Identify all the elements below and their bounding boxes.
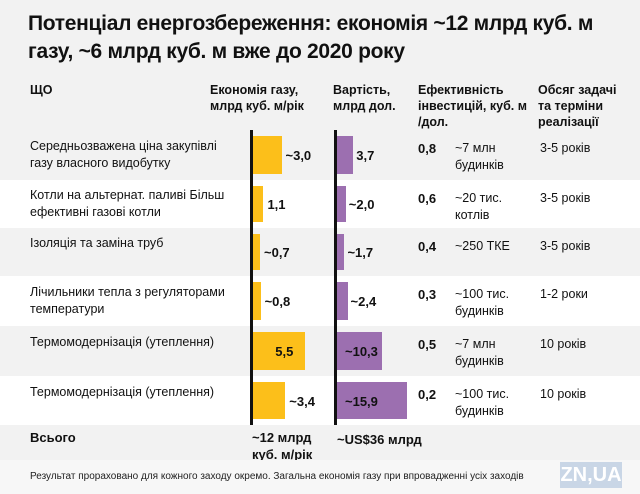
header-gas: Економія газу, млрд куб. м/рік [210, 83, 304, 113]
header-what: ЩО [30, 83, 53, 97]
title-area: Потенціал енергозбереження: економія ~12… [0, 0, 640, 72]
gas-bar [253, 332, 306, 370]
row-what: Котли на альтернат. паливі Більш ефектив… [30, 188, 225, 219]
table-row: Термомодернізація (утеплення) 5,5 ~10,3 … [0, 326, 640, 376]
footnote: Результат прораховано для кожного заходу… [30, 471, 524, 482]
gas-bar [253, 186, 264, 222]
cost-bar [337, 382, 407, 419]
table-row: Термомодернізація (утеплення) ~3,4 ~15,9… [0, 376, 640, 425]
cost-value: ~2,4 [350, 294, 377, 309]
eff-note: ~100 тис. будинків [455, 287, 510, 318]
cost-axis [334, 130, 337, 425]
gas-bar [253, 282, 261, 320]
scope-value: 1-2 роки [540, 287, 588, 301]
eff-value: 0,2 [418, 387, 437, 402]
zn-ua-logo: ZN,UA [560, 462, 622, 488]
scope-value: 10 років [540, 337, 587, 351]
gas-value: ~0,7 [264, 245, 290, 260]
cost-value: ~2,0 [348, 197, 375, 212]
eff-value: 0,8 [418, 141, 437, 156]
cost-bar [337, 332, 383, 370]
cost-value: ~1,7 [347, 245, 374, 260]
table-row: Середньозважена ціна закупівлі газу влас… [0, 130, 640, 180]
header-eff: Ефективність інвестицій, куб. м /дол. [418, 83, 527, 129]
cost-bar [337, 136, 354, 174]
gas-axis [250, 130, 253, 425]
page-title: Потенціал енергозбереження: економія ~12… [28, 12, 594, 63]
row-what: Ізоляція та заміна труб [30, 236, 164, 250]
eff-note: ~7 млн будинків [455, 337, 504, 368]
eff-value: 0,6 [418, 191, 437, 206]
cost-bar [337, 234, 345, 270]
total-label: Всього [30, 430, 76, 445]
gas-value: 5,5 [275, 344, 294, 359]
header-scope: Обсяг задачі та терміни реалізації [538, 83, 617, 129]
eff-note: ~250 ТКЕ [455, 239, 510, 253]
gas-value: 1,1 [267, 197, 286, 212]
row-what: Лічильники тепла з регуляторами температ… [30, 285, 225, 316]
total-cost: ~US$36 млрд [337, 432, 422, 447]
scope-value: 10 років [540, 387, 587, 401]
table-row: Лічильники тепла з регуляторами температ… [0, 276, 640, 326]
gas-value: ~3,4 [289, 393, 315, 409]
gas-bar [253, 234, 260, 270]
row-what: Середньозважена ціна закупівлі газу влас… [30, 139, 217, 170]
scope-value: 3-5 років [540, 141, 591, 155]
table-row: Ізоляція та заміна труб ~0,7 ~1,7 0,4 ~2… [0, 228, 640, 276]
cost-bar [337, 282, 348, 320]
scope-value: 3-5 років [540, 239, 591, 253]
eff-note: ~7 млн будинків [455, 141, 504, 172]
eff-value: 0,4 [418, 239, 437, 254]
scope-value: 3-5 років [540, 191, 591, 205]
eff-note: ~20 тис. котлів [455, 191, 503, 222]
gas-value: ~3,0 [285, 148, 312, 163]
eff-value: 0,3 [418, 287, 437, 302]
cost-value: 3,7 [356, 148, 375, 163]
cost-bar [337, 186, 346, 222]
table-row: Котли на альтернат. паливі Більш ефектив… [0, 180, 640, 228]
header-cost: Вартість, млрд дол. [333, 83, 396, 113]
cost-value: ~10,3 [345, 344, 378, 359]
eff-value: 0,5 [418, 337, 437, 352]
total-gas: ~12 млрд куб. м/рік [252, 430, 313, 462]
row-what: Термомодернізація (утеплення) [30, 384, 215, 399]
total-row: Всього ~12 млрд куб. м/рік ~US$36 млрд [0, 425, 640, 462]
footnote-area: Результат прораховано для кожного заходу… [0, 460, 640, 494]
cost-value: ~15,9 [345, 393, 378, 409]
gas-bar [253, 382, 286, 419]
gas-value: ~0,8 [264, 294, 291, 309]
row-what: Термомодернізація (утеплення) [30, 335, 215, 349]
eff-note: ~100 тис. будинків [455, 387, 510, 418]
table-header: ЩО Економія газу, млрд куб. м/рік Вартіс… [0, 72, 640, 130]
gas-bar [253, 136, 282, 174]
